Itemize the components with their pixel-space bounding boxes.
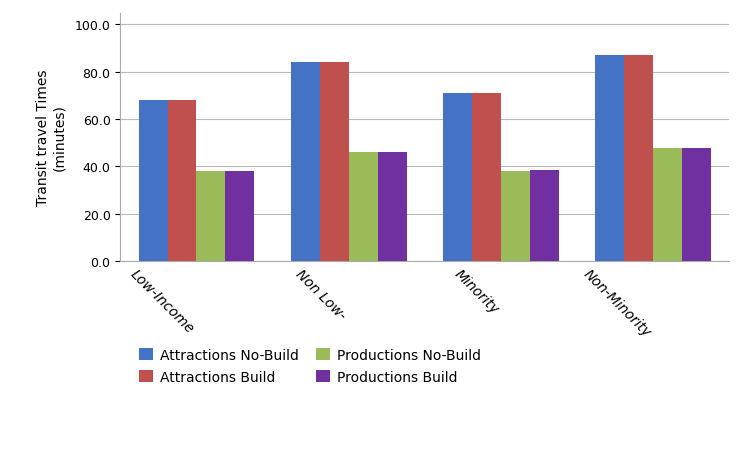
Bar bbox=[472, 94, 501, 262]
Legend: Attractions No-Build, Attractions Build, Productions No-Build, Productions Build: Attractions No-Build, Attractions Build,… bbox=[139, 348, 481, 384]
Bar bbox=[530, 170, 559, 262]
Bar bbox=[349, 153, 378, 262]
Bar bbox=[653, 148, 682, 262]
Bar bbox=[378, 153, 407, 262]
Bar bbox=[443, 94, 472, 262]
Bar bbox=[682, 148, 711, 262]
Bar bbox=[168, 101, 196, 262]
Bar bbox=[320, 63, 349, 262]
Bar bbox=[138, 101, 168, 262]
Bar bbox=[226, 172, 254, 262]
Bar bbox=[624, 56, 653, 262]
Y-axis label: Transit travel Times
(minutes): Transit travel Times (minutes) bbox=[36, 69, 66, 206]
Bar bbox=[291, 63, 320, 262]
Bar bbox=[596, 56, 624, 262]
Bar bbox=[501, 172, 530, 262]
Bar bbox=[196, 172, 226, 262]
